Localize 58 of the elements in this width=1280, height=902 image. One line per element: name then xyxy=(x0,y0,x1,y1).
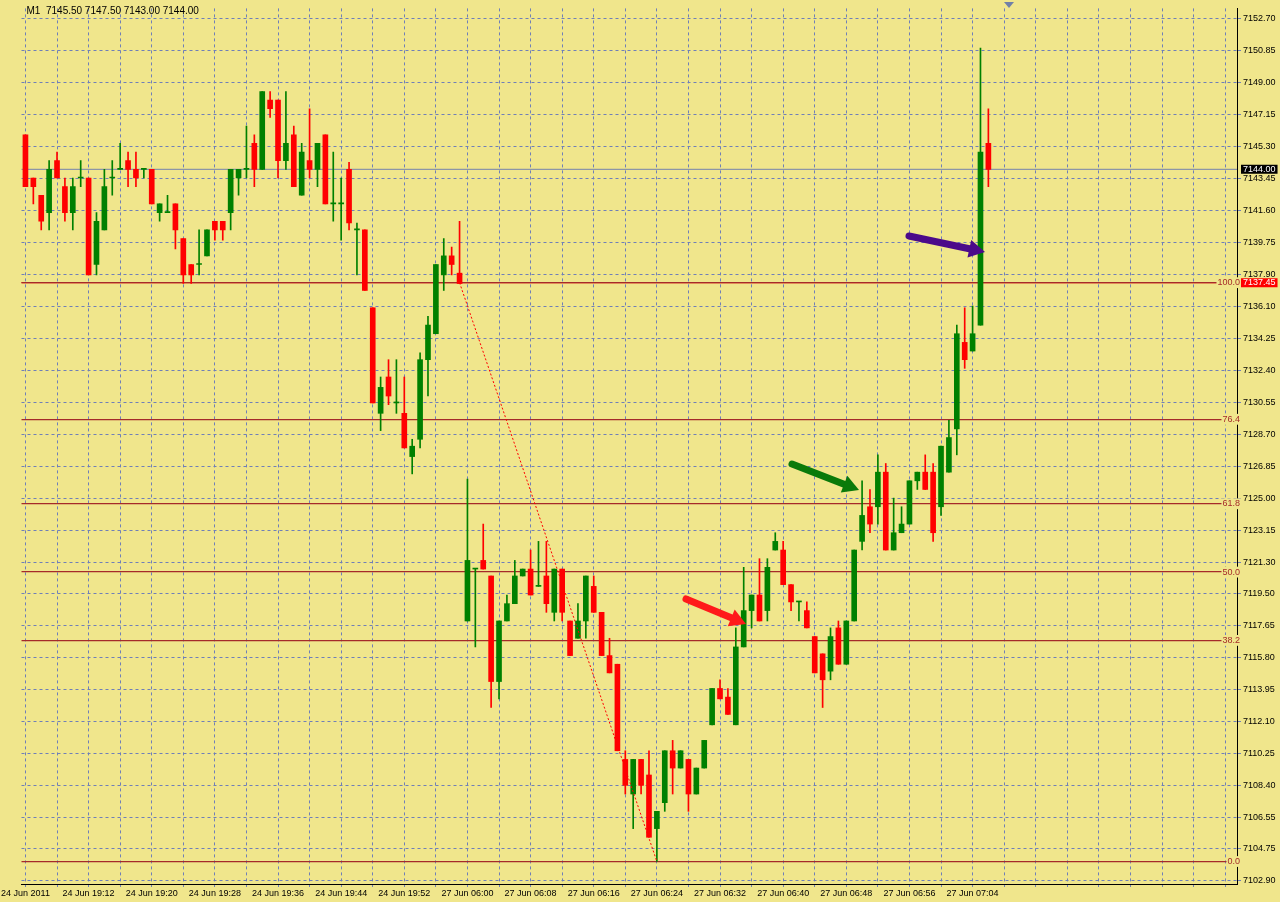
y-tick-label: 7141.60 xyxy=(1243,205,1276,216)
x-tick-label: 27 Jun 06:48 xyxy=(820,887,873,898)
candlestick xyxy=(480,523,487,570)
x-tick-label: 27 Jun 06:56 xyxy=(883,887,936,898)
y-tick-label: 7130.55 xyxy=(1243,396,1276,407)
x-tick-label: 27 Jun 06:40 xyxy=(757,887,810,898)
y-tick-label: 7104.75 xyxy=(1243,843,1276,854)
x-tick-label: 24 Jun 19:28 xyxy=(188,887,241,898)
y-tick-label: 7126.85 xyxy=(1243,460,1276,471)
y-tick-label: 7128.70 xyxy=(1243,428,1276,439)
y-tick-label: 7139.75 xyxy=(1243,237,1276,248)
y-tick-label: 7143.45 xyxy=(1243,173,1276,184)
y2-tick-label: 38.2 xyxy=(1222,634,1240,645)
x-tick-label: 24 Jun 19:12 xyxy=(62,887,115,898)
x-tick-label: 27 Jun 06:32 xyxy=(693,887,747,898)
y-tick-label: 7106.55 xyxy=(1243,811,1276,822)
x-tick-label: 24 Jun 2011 xyxy=(1,887,50,898)
y-tick-label: 7147.15 xyxy=(1243,109,1276,120)
y2-tick-label: 76.4 xyxy=(1222,413,1240,424)
candlestick xyxy=(196,229,202,276)
y2-tick-label: 100.0 xyxy=(1217,277,1240,288)
y-tick-label: 7102.90 xyxy=(1243,875,1276,886)
x-tick-label: 27 Jun 06:24 xyxy=(630,887,683,898)
y-tick-label: 7123.15 xyxy=(1243,524,1276,535)
y-tick-label: 7136.10 xyxy=(1243,300,1276,311)
y-tick-label: 7145.30 xyxy=(1243,141,1276,152)
x-tick-label: 24 Jun 19:36 xyxy=(252,887,305,898)
x-tick-label: 27 Jun 06:16 xyxy=(567,887,620,898)
y-tick-label: 7144.00 xyxy=(1243,163,1276,174)
y-tick-label: 7113.95 xyxy=(1243,683,1275,694)
y2-tick-label: 61.8 xyxy=(1222,498,1240,509)
y-tick-label: 7149.00 xyxy=(1243,77,1276,88)
y2-tick-label: 50.0 xyxy=(1222,566,1240,577)
y-tick-label: 7117.65 xyxy=(1243,619,1275,630)
y-tick-label: 7152.70 xyxy=(1243,13,1276,24)
chart-title: M1 7145.50 7147.50 7143.00 7144.00 xyxy=(26,5,199,16)
x-tick-label: 24 Jun 19:44 xyxy=(315,887,368,898)
y-tick-label: 7110.25 xyxy=(1243,747,1275,758)
y-tick-label: 7132.40 xyxy=(1243,364,1276,375)
y-tick-label: 7108.40 xyxy=(1243,779,1276,790)
y-tick-label: 7119.50 xyxy=(1243,587,1275,598)
x-tick-label: 24 Jun 19:52 xyxy=(378,887,431,898)
y-tick-label: 7121.30 xyxy=(1243,556,1276,567)
candlestick xyxy=(283,91,289,170)
y-tick-label: 7134.25 xyxy=(1243,332,1276,343)
y2-tick-label: 0.0 xyxy=(1227,855,1240,866)
candlestick xyxy=(141,168,147,179)
y-tick-label: 7137.90 xyxy=(1243,269,1276,280)
x-tick-label: 27 Jun 06:08 xyxy=(504,887,557,898)
x-tick-label: 27 Jun 06:00 xyxy=(441,887,494,898)
x-tick-label: 27 Jun 07:04 xyxy=(946,887,999,898)
x-tick-label: 24 Jun 19:20 xyxy=(125,887,178,898)
y-tick-label: 7115.80 xyxy=(1243,651,1275,662)
candlestick xyxy=(117,143,123,170)
y-tick-label: 7112.10 xyxy=(1243,715,1275,726)
y-tick-label: 7137.45 xyxy=(1243,277,1276,288)
y-tick-label: 7125.00 xyxy=(1243,492,1276,503)
y-tick-label: 7150.85 xyxy=(1243,45,1276,56)
